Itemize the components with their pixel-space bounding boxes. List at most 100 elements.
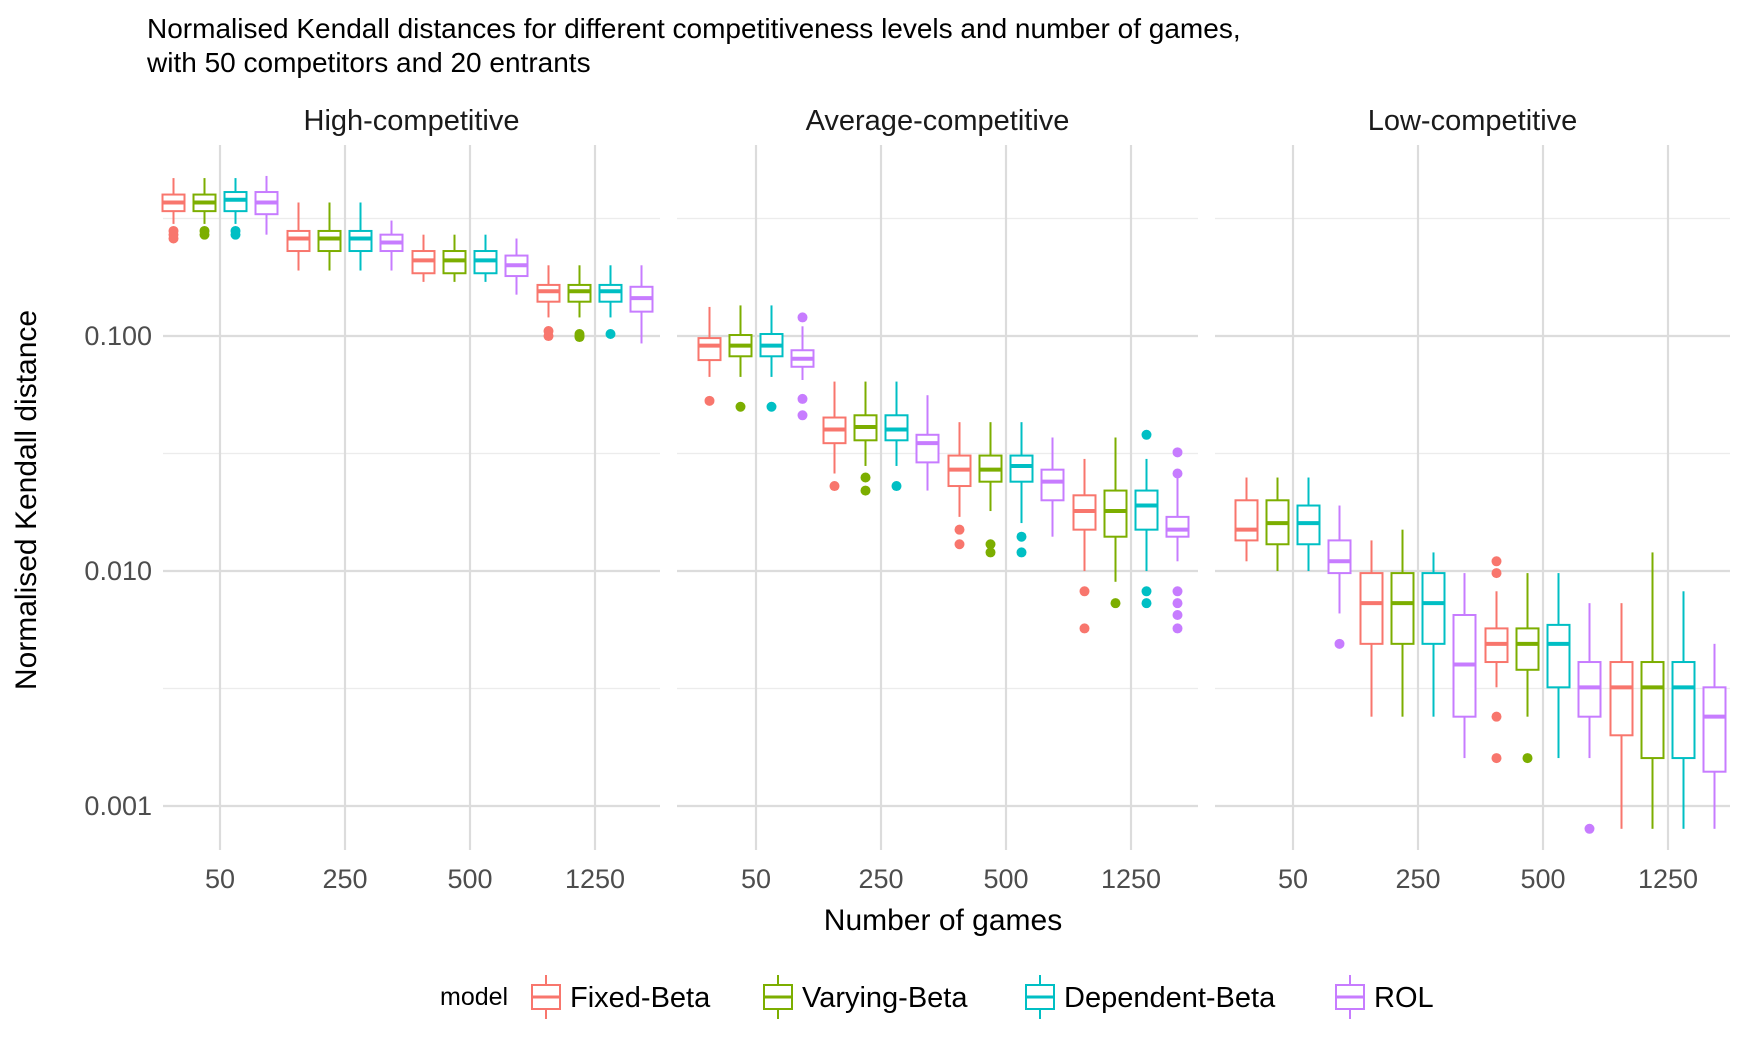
chart-subtitle: with 50 competitors and 20 entrants [146,47,591,78]
outlier-point [797,312,808,323]
box-varying-beta [978,422,1003,558]
legend: model Fixed-Beta Varying-Beta Dependent-Be… [440,975,1434,1019]
y-axis: 0.001 0.010 0.100 [84,321,152,821]
box-iqr [1671,661,1696,760]
x-tick-label: 50 [741,864,771,894]
x-tick-label: 50 [1278,864,1308,894]
box-dependent-beta [1296,477,1321,572]
box-iqr [598,283,623,303]
outlier-point [1016,547,1027,558]
box-fixed-beta [697,306,722,406]
outlier-point [1491,753,1502,764]
y-axis-title: Normalised Kendall distance [10,310,43,690]
outlier-point [1334,638,1345,649]
box-iqr [1640,661,1665,760]
legend-title: model [440,983,508,1011]
box-iqr [1546,623,1571,689]
panel-low-competitive: Low-competitive 50 250 500 1250 [1215,105,1730,894]
box-rol [1040,437,1065,537]
outlier-point [1110,598,1121,609]
box-fixed-beta [822,381,847,492]
box-fixed-beta [947,422,972,550]
outlier-point [1172,623,1183,634]
outlier-point [1016,531,1027,542]
outlier-point [1491,556,1502,567]
x-tick-label: 1250 [1638,864,1698,894]
box-rol [915,395,940,491]
outlier-point [797,393,808,404]
box-iqr [1103,489,1128,538]
box-iqr [1577,661,1602,718]
box-iqr [1702,686,1727,773]
box-fixed-beta [1072,458,1097,634]
outlier-point [1141,598,1152,609]
legend-label: Dependent-Beta [1064,982,1276,1014]
box-dependent-beta [1671,591,1696,829]
box-varying-beta [1265,477,1290,572]
box-rol [1327,505,1352,649]
legend-item-dependent-beta: Dependent-Beta [1025,975,1276,1019]
box-varying-beta [1640,552,1665,829]
box-varying-beta [192,178,217,240]
x-tick-label: 1250 [565,864,625,894]
x-tick-label: 50 [205,864,235,894]
box-fixed-beta [1234,477,1259,562]
box-rol [1165,447,1190,634]
box-varying-beta [317,202,342,271]
outlier-point [735,401,746,412]
box-iqr [915,433,940,464]
box-varying-beta [442,234,467,282]
box-varying-beta [728,305,753,412]
legend-item-rol: ROL [1335,975,1434,1019]
outlier-point [1079,586,1090,597]
outlier-point [168,225,179,236]
x-tick-label: 250 [858,864,903,894]
x-tick-label: 500 [447,864,492,894]
box-iqr [1327,539,1352,575]
outlier-point [1584,823,1595,834]
box-fixed-beta [536,265,561,342]
outlier-point [199,225,210,236]
box-dependent-beta [1421,552,1446,717]
box-iqr [697,337,722,362]
box-iqr [1234,499,1259,542]
box-varying-beta [1390,529,1415,717]
box-iqr [1359,572,1384,645]
facet-label: Low-competitive [1368,105,1578,137]
outlier-point [985,547,996,558]
outlier-point [1491,568,1502,579]
box-iqr [536,283,561,303]
outlier-point [891,481,902,492]
outlier-point [704,395,715,406]
box-iqr [567,283,592,303]
outlier-point [860,472,871,483]
box-fixed-beta [411,234,436,282]
outlier-point [985,539,996,550]
box-dependent-beta [348,202,373,271]
box-rol [1577,603,1602,834]
box-varying-beta [1515,573,1540,764]
outlier-point [1141,429,1152,440]
box-dependent-beta [759,305,784,412]
outlier-point [543,326,554,337]
legend-item-varying-beta: Varying-Beta [763,975,968,1019]
legend-label: Fixed-Beta [570,982,711,1014]
x-tick-label: 250 [322,864,367,894]
box-iqr [348,229,373,253]
outlier-point [1079,623,1090,634]
box-fixed-beta [1609,603,1634,829]
outlier-point [605,329,616,340]
box-dependent-beta [1134,429,1159,609]
box-dependent-beta [884,381,909,492]
box-rol [504,238,529,295]
box-rol [254,175,279,235]
box-varying-beta [567,265,592,343]
box-dependent-beta [1546,573,1571,759]
outlier-point [1172,447,1183,458]
x-tick-label: 500 [1520,864,1565,894]
y-tick-label: 0.100 [84,321,152,351]
box-dependent-beta [223,178,248,240]
x-axis-title: Number of games [824,904,1062,937]
box-iqr [1421,572,1446,645]
